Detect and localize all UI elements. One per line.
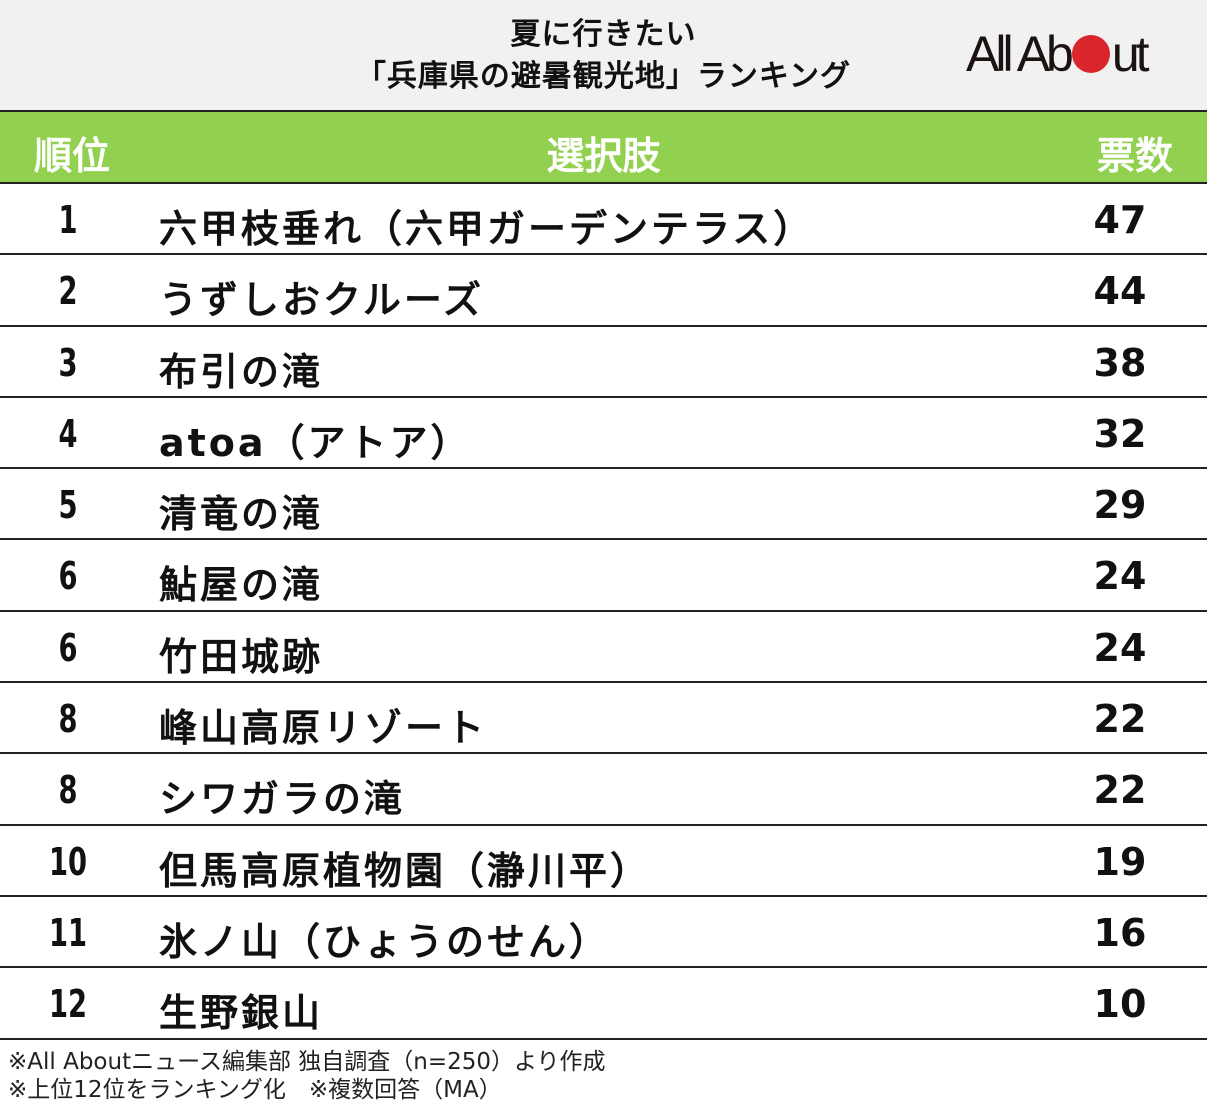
votes-cell: 22 xyxy=(1093,697,1147,742)
title-band: 夏に行きたい 「兵庫県の避暑観光地」ランキング All Ab ut xyxy=(0,0,1207,112)
rank-cell: 6 xyxy=(58,625,78,670)
header-choice: 選択肢 xyxy=(546,134,661,178)
header-rank: 順位 xyxy=(34,134,111,178)
choice-cell: うずしおクルーズ xyxy=(159,278,484,323)
votes-cell: 38 xyxy=(1093,340,1147,385)
choice-cell: 布引の滝 xyxy=(159,349,324,394)
choice-cell: 氷ノ山（ひょうのせん） xyxy=(159,919,611,964)
votes-cell: 22 xyxy=(1093,768,1147,813)
rank-cell: 10 xyxy=(48,839,88,884)
votes-cell: 16 xyxy=(1093,910,1147,955)
rank-cell: 2 xyxy=(58,269,78,314)
footnote-source: ※All Aboutニュース編集部 独自調査（n=250）より作成 xyxy=(8,1049,606,1075)
votes-cell: 29 xyxy=(1093,483,1147,528)
allabout-logo: All Ab ut xyxy=(966,26,1150,82)
table-body: 1 六甲枝垂れ（六甲ガーデンテラス） 47 2 うずしおクルーズ 44 3 布引の滝 38 … xyxy=(0,184,1207,1040)
votes-cell: 44 xyxy=(1093,269,1147,314)
choice-cell: 鮎屋の滝 xyxy=(159,563,324,608)
table-row: 8 峰山高原リゾート 22 xyxy=(0,683,1207,755)
table-row: 10 但馬高原植物園（瀞川平） 19 xyxy=(0,826,1207,897)
choice-cell: シワガラの滝 xyxy=(159,777,406,822)
rank-cell: 5 xyxy=(58,483,78,528)
votes-cell: 19 xyxy=(1093,839,1147,884)
votes-cell: 24 xyxy=(1093,625,1147,670)
table-row: 8 シワガラの滝 22 xyxy=(0,754,1207,826)
table-row: 5 清竜の滝 29 xyxy=(0,469,1207,541)
table-row: 4 atoa（アトア） 32 xyxy=(0,398,1207,470)
chart-title: 夏に行きたい 「兵庫県の避暑観光地」ランキング xyxy=(0,14,1207,98)
table-row: 2 うずしおクルーズ 44 xyxy=(0,255,1207,327)
choice-cell: 峰山高原リゾート xyxy=(159,706,488,751)
rank-cell: 1 xyxy=(58,198,78,242)
title-line-1: 夏に行きたい xyxy=(510,17,697,52)
votes-cell: 32 xyxy=(1093,411,1147,456)
footnotes: ※All Aboutニュース編集部 独自調査（n=250）より作成 ※上位12位… xyxy=(8,1048,606,1104)
votes-cell: 10 xyxy=(1093,982,1147,1027)
table-row: 3 布引の滝 38 xyxy=(0,327,1207,398)
table-row: 6 鮎屋の滝 24 xyxy=(0,540,1207,612)
rank-cell: 6 xyxy=(58,554,78,599)
rank-cell: 8 xyxy=(58,697,78,742)
logo-red-dot-icon xyxy=(1071,35,1110,73)
votes-cell: 47 xyxy=(1093,198,1147,242)
table-row: 6 竹田城跡 24 xyxy=(0,612,1207,684)
header-votes: 票数 xyxy=(1096,134,1173,178)
rank-cell: 3 xyxy=(58,340,78,385)
choice-cell: 六甲枝垂れ（六甲ガーデンテラス） xyxy=(159,207,815,251)
table-row: 1 六甲枝垂れ（六甲ガーデンテラス） 47 xyxy=(0,184,1207,256)
choice-cell: atoa（アトア） xyxy=(159,420,472,465)
table-row: 12 生野銀山 10 xyxy=(0,968,1207,1040)
logo-text-before: All Ab xyxy=(966,26,1074,82)
table-row: 11 氷ノ山（ひょうのせん） 16 xyxy=(0,897,1207,969)
choice-cell: 但馬高原植物園（瀞川平） xyxy=(159,848,652,893)
choice-cell: 竹田城跡 xyxy=(159,634,324,679)
votes-cell: 24 xyxy=(1093,554,1147,599)
logo-text-after: ut xyxy=(1111,26,1150,82)
title-line-2: 「兵庫県の避暑観光地」ランキング xyxy=(355,59,852,94)
table-header: 順位 選択肢 票数 xyxy=(0,112,1207,184)
choice-cell: 生野銀山 xyxy=(159,991,324,1036)
footnote-method: ※上位12位をランキング化 ※複数回答（MA） xyxy=(8,1077,502,1103)
rank-cell: 12 xyxy=(48,982,88,1027)
rank-cell: 4 xyxy=(58,411,78,456)
rank-cell: 8 xyxy=(58,768,78,813)
choice-cell: 清竜の滝 xyxy=(159,492,324,537)
rank-cell: 11 xyxy=(48,910,88,955)
